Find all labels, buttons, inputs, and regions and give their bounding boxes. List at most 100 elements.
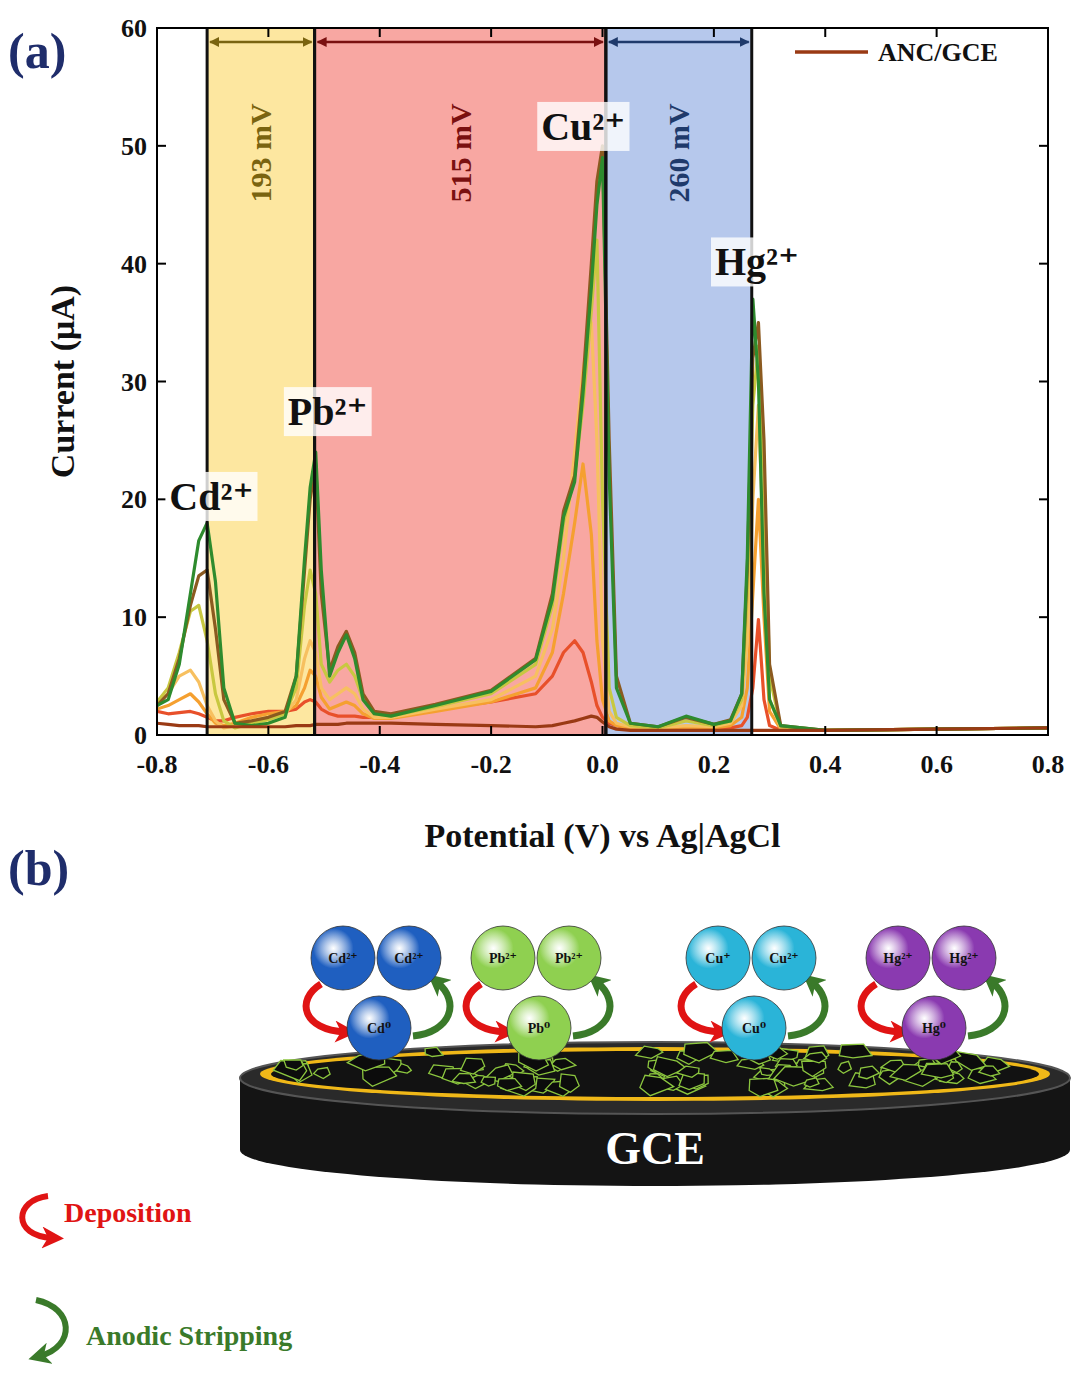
carbon-fragment — [921, 1064, 953, 1078]
stripping-arrow — [788, 982, 825, 1036]
peak-label-bg — [537, 102, 629, 151]
carbon-fragment — [551, 1058, 575, 1069]
x-tick-top — [156, 28, 158, 37]
x-tick — [379, 726, 381, 735]
y-tick-right — [1039, 27, 1048, 29]
x-tick — [936, 726, 938, 735]
panel-label: (b) — [8, 840, 69, 896]
ion-sphere — [932, 926, 996, 990]
y-tick-right — [1039, 498, 1048, 500]
x-tick-top — [713, 28, 715, 37]
y-tick — [157, 263, 166, 265]
ion-group: Cd²⁺Cd²⁺Cd⁰ — [306, 926, 450, 1060]
legend-label: Anodic Stripping — [86, 1320, 292, 1351]
ion-label: Cd²⁺ — [394, 951, 423, 966]
ion-sphere — [752, 926, 816, 990]
x-tick — [602, 726, 604, 735]
x-tick — [490, 726, 492, 735]
carbon-fragment — [804, 1052, 827, 1063]
figure: 193 mV515 mV260 mV-0.8-0.6-0.4-0.20.00.2… — [0, 0, 1075, 1377]
panel-label: (a) — [8, 23, 66, 79]
y-tick-right — [1039, 616, 1048, 618]
window-arrow — [210, 41, 311, 44]
carbon-fragment — [804, 1078, 819, 1087]
stripping-arrow — [968, 982, 1005, 1036]
carbon-fragment — [425, 1047, 443, 1056]
y-tick-label: 50 — [121, 132, 147, 161]
carbon-fragment — [461, 1058, 485, 1074]
carbon-fragment — [890, 1064, 921, 1080]
peak-label-bg — [711, 237, 803, 286]
window-boundary — [313, 28, 316, 735]
x-tick-label: 0.8 — [1032, 750, 1065, 779]
y-tick-right — [1039, 734, 1048, 736]
carbon-fragment — [859, 1066, 879, 1079]
voltammogram-line — [157, 240, 1048, 730]
carbon-fragment — [804, 1078, 833, 1090]
carbon-fragment — [498, 1079, 522, 1091]
ion-sphere — [347, 996, 411, 1060]
x-tick-top — [490, 28, 492, 37]
x-tick-label: -0.8 — [136, 750, 177, 779]
x-tick-top — [267, 28, 269, 37]
plot-frame — [157, 28, 1048, 735]
x-tick-top — [379, 28, 381, 37]
x-tick-top — [1047, 28, 1049, 37]
y-tick — [157, 616, 166, 618]
x-tick — [267, 726, 269, 735]
window-arrow — [318, 41, 603, 44]
carbon-fragment — [802, 1061, 826, 1076]
ion-group: Hg²⁺Hg²⁺Hg⁰ — [861, 926, 1005, 1060]
ion-sphere — [686, 926, 750, 990]
carbon-fragment — [314, 1068, 331, 1079]
deposition-arrow — [306, 984, 345, 1032]
y-tick — [157, 145, 166, 147]
x-tick — [824, 726, 826, 735]
carbon-fragment — [838, 1061, 851, 1073]
ion-sphere — [866, 926, 930, 990]
peak-label-bg — [165, 472, 257, 521]
peak-label: Cu²⁺ — [541, 104, 625, 149]
ion-sphere — [471, 926, 535, 990]
carbon-fragment — [839, 1044, 872, 1058]
stripping-arrow — [573, 982, 610, 1036]
deposition-arrow — [681, 984, 720, 1032]
ion-sphere — [902, 996, 966, 1060]
y-tick — [157, 498, 166, 500]
x-tick-label: 0.0 — [586, 750, 619, 779]
y-tick — [157, 734, 166, 736]
ion-sphere — [722, 996, 786, 1060]
deposition-arrow — [861, 984, 900, 1032]
peak-annotation: Cu²⁺ — [537, 102, 629, 151]
x-tick-label: 0.2 — [698, 750, 731, 779]
carbon-fragment — [397, 1064, 412, 1073]
window-label: 260 mV — [662, 103, 695, 202]
ion-label: Cu⁺ — [705, 951, 730, 966]
ion-label: Hg⁰ — [922, 1021, 946, 1036]
ion-sphere — [537, 926, 601, 990]
legend-label: ANC/GCE — [878, 38, 998, 67]
legend-stripping-arrow — [36, 1300, 66, 1356]
x-tick-top — [824, 28, 826, 37]
x-tick-label: 0.6 — [920, 750, 953, 779]
ion-label: Cu²⁺ — [769, 951, 798, 966]
window-boundary — [313, 28, 316, 735]
y-axis-title: Current (μA) — [44, 285, 82, 478]
peak-annotation: Pb²⁺ — [284, 387, 372, 436]
legend-swatch — [795, 50, 868, 54]
peak-annotation: Cd²⁺ — [165, 472, 257, 521]
x-tick-label: 0.4 — [809, 750, 842, 779]
y-tick-label: 60 — [121, 14, 147, 43]
ion-label: Pb²⁺ — [555, 951, 583, 966]
window-label: 515 mV — [444, 103, 477, 202]
carbon-fragment — [749, 1078, 778, 1096]
x-tick-top — [602, 28, 604, 37]
peak-label: Hg²⁺ — [715, 239, 799, 284]
ion-label: Pb²⁺ — [489, 951, 517, 966]
stripping-arrow — [413, 982, 450, 1036]
x-tick — [713, 726, 715, 735]
x-axis-title: Potential (V) vs Ag|AgCl — [425, 817, 781, 855]
x-tick-top — [936, 28, 938, 37]
carbon-fragment — [560, 1074, 580, 1092]
window-boundary — [206, 28, 209, 735]
